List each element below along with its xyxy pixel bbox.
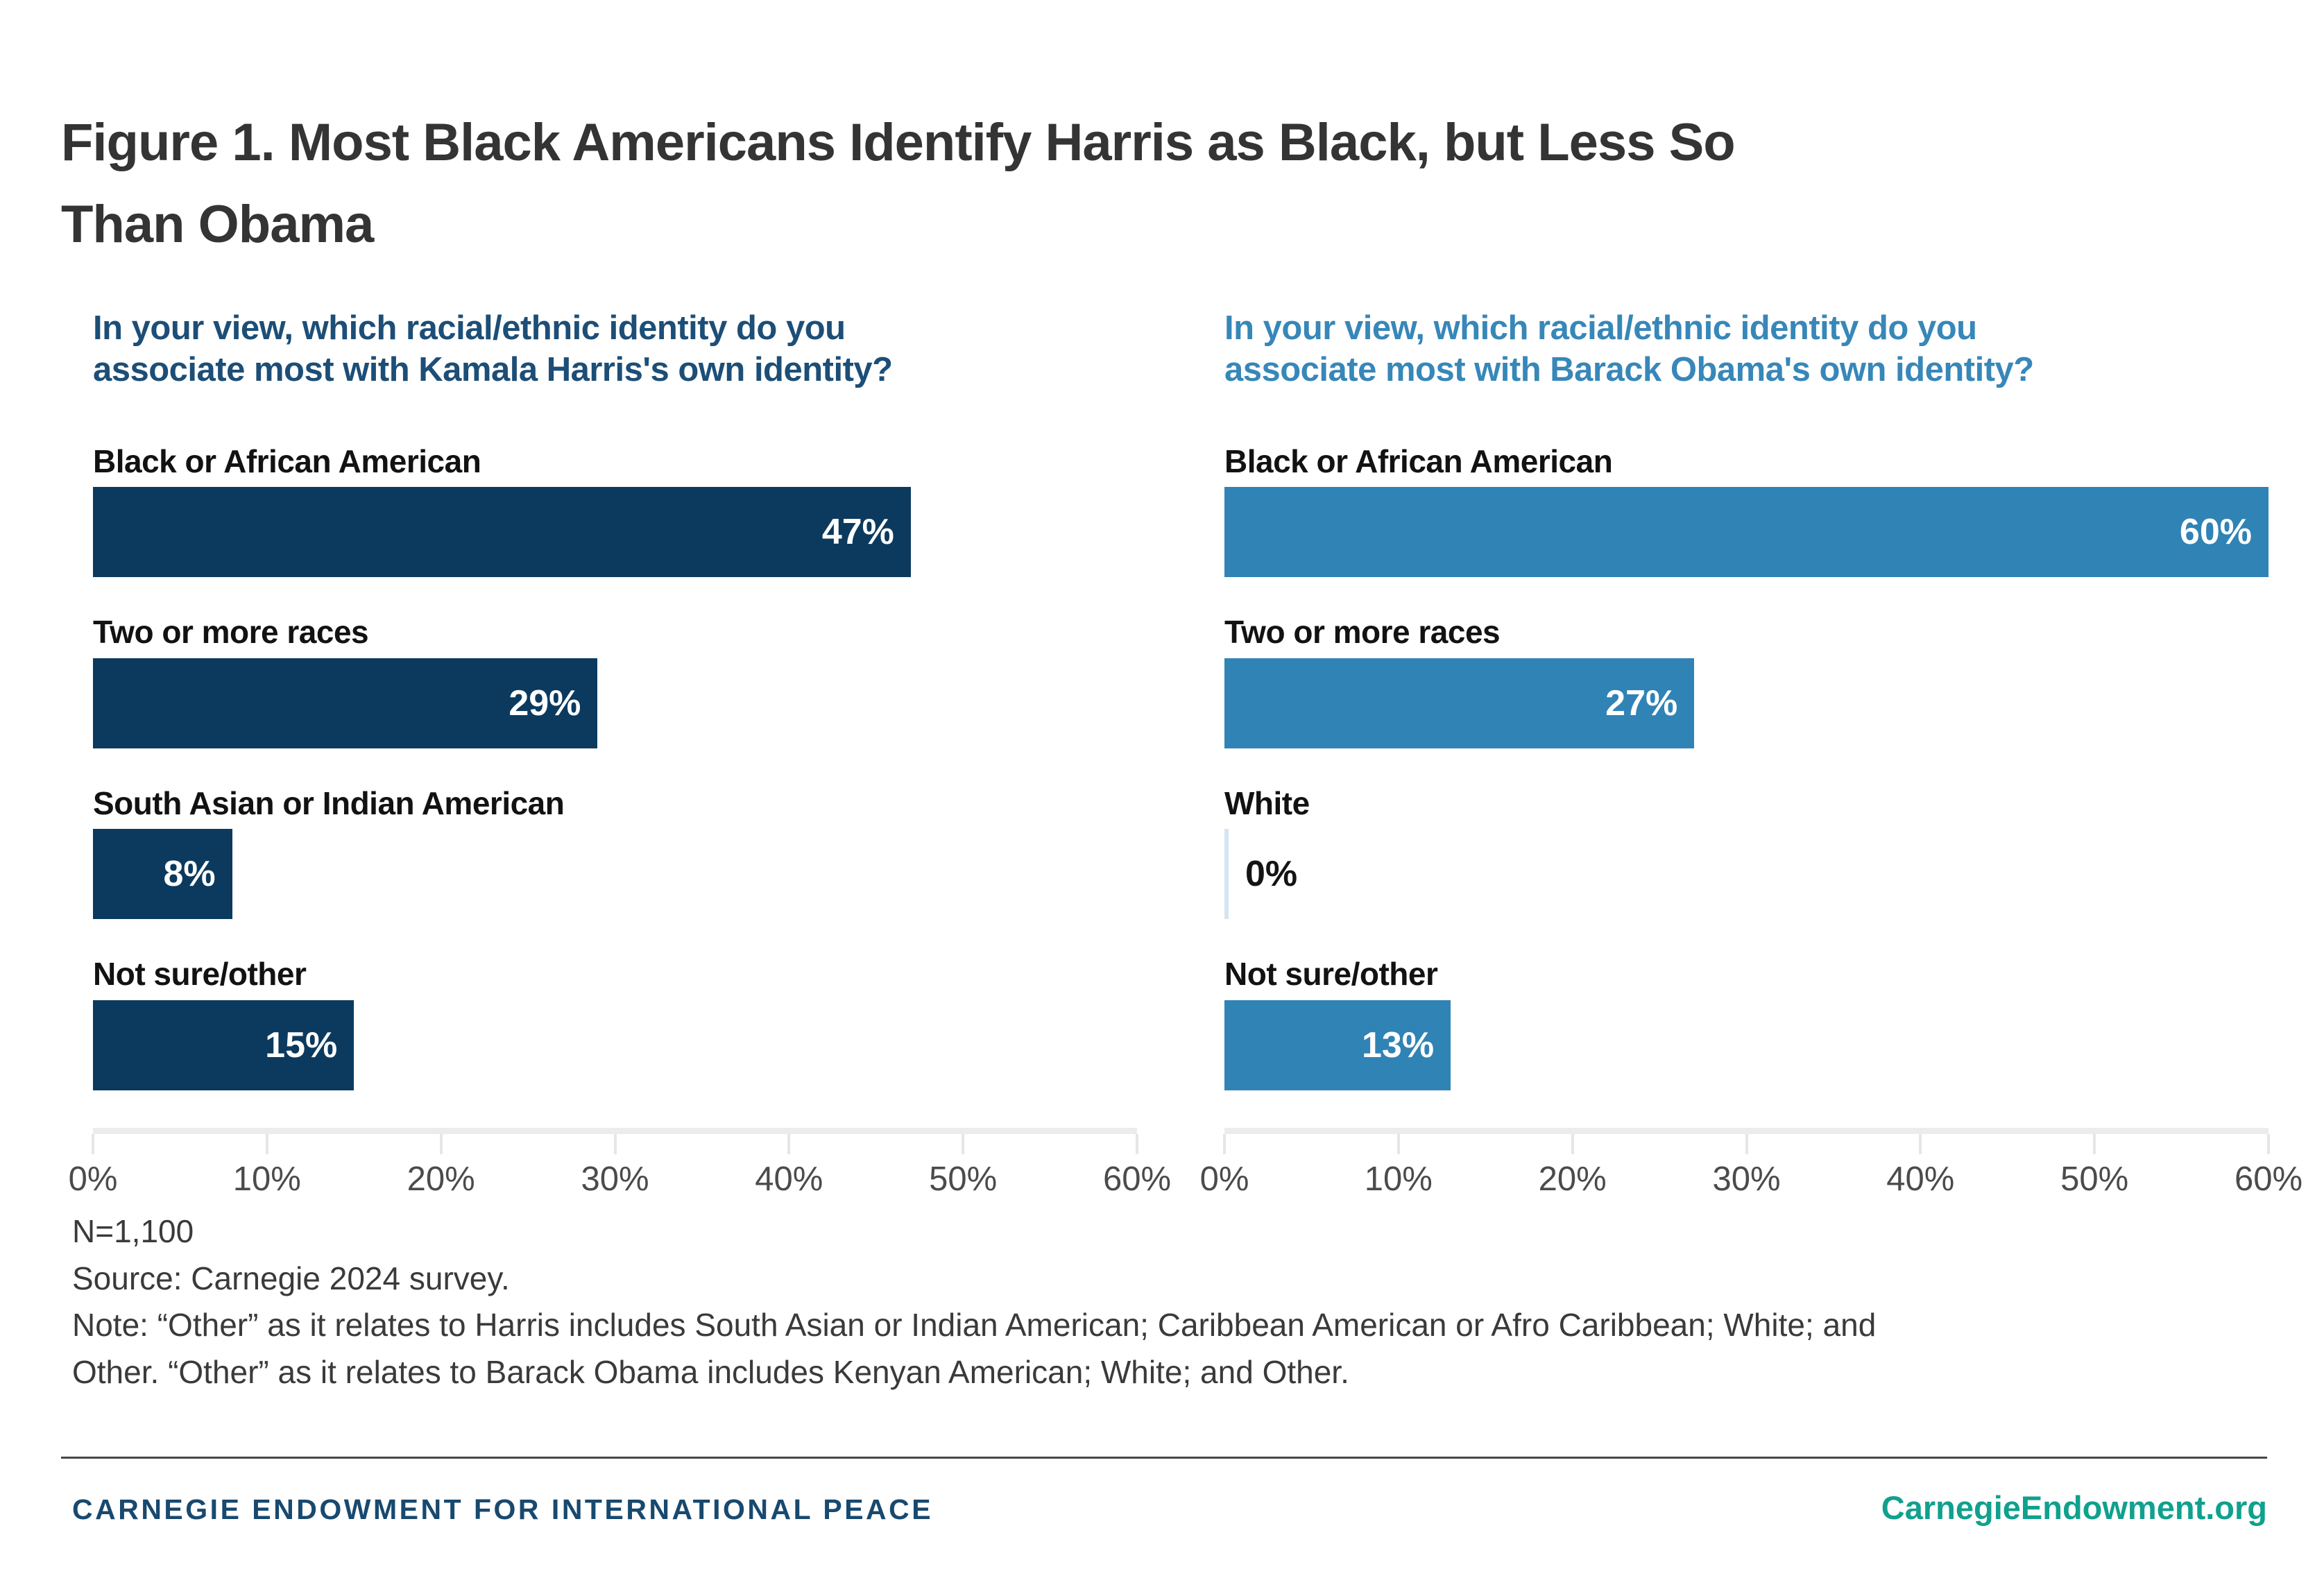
axis-tick bbox=[1136, 1133, 1138, 1154]
bar-value-label: 8% bbox=[163, 854, 216, 895]
bar-track: 0% bbox=[1224, 829, 2269, 920]
bar-category-label: Not sure/other bbox=[93, 956, 307, 993]
bar-category-label: Black or African American bbox=[1224, 443, 1613, 479]
axis-tick-label: 10% bbox=[1364, 1160, 1433, 1198]
bar-row: Black or African American 60% bbox=[1224, 443, 2269, 578]
source-note: Source: Carnegie 2024 survey. bbox=[72, 1260, 510, 1296]
axis-tick bbox=[962, 1133, 965, 1154]
x-axis-line bbox=[93, 1127, 1137, 1134]
axis-tick bbox=[1396, 1133, 1400, 1154]
page-title-line1: Figure 1. Most Black Americans Identify … bbox=[61, 112, 1736, 172]
axis-tick bbox=[1571, 1133, 1574, 1154]
footer: CARNEGIE ENDOWMENT FOR INTERNATIONAL PEA… bbox=[72, 1489, 2267, 1527]
website-link: CarnegieEndowment.org bbox=[1881, 1489, 2267, 1526]
bar-category-label: White bbox=[1224, 784, 1310, 821]
axis-tick bbox=[2267, 1133, 2270, 1154]
axis-tick-label: 50% bbox=[2060, 1160, 2129, 1198]
x-axis: 0% 10% 20% 30% 40% 50% 60% bbox=[69, 1127, 1171, 1208]
org-name: CARNEGIE ENDOWMENT FOR INTERNATIONAL PEA… bbox=[72, 1493, 934, 1525]
bar-row: White 0% bbox=[1224, 786, 2269, 920]
bar: 13% bbox=[1224, 1000, 1451, 1090]
bar-value-label: 60% bbox=[2179, 512, 2252, 553]
axis-tick-label: 30% bbox=[581, 1160, 649, 1198]
bar-value-label: 27% bbox=[1605, 683, 1678, 723]
question-line: In your view, which racial/ethnic identi… bbox=[1224, 309, 1977, 347]
question-line: associate most with Kamala Harris's own … bbox=[93, 350, 893, 388]
page-title: Figure 1. Most Black Americans Identify … bbox=[61, 102, 2149, 266]
page-title-line2: Than Obama bbox=[61, 194, 374, 254]
bar-track: 15% bbox=[93, 1000, 1137, 1090]
bar-category-label: Not sure/other bbox=[1224, 956, 1438, 993]
bar-track: 8% bbox=[93, 829, 1137, 920]
axis-tick-label: 10% bbox=[232, 1160, 301, 1198]
bar-value-label: 0% bbox=[1245, 854, 1298, 895]
methodology-note-line1: Note: “Other” as it relates to Harris in… bbox=[72, 1307, 1877, 1344]
bar: 60% bbox=[1224, 487, 2269, 578]
bar-row: Two or more races 29% bbox=[93, 615, 1137, 748]
bar-category-label: South Asian or Indian American bbox=[93, 784, 565, 821]
axis-tick bbox=[265, 1133, 268, 1154]
axis-tick-label: 60% bbox=[2234, 1160, 2303, 1198]
bar-value-label: 15% bbox=[265, 1024, 338, 1065]
x-axis-line bbox=[1224, 1127, 2269, 1134]
axis-tick-label: 0% bbox=[68, 1160, 118, 1198]
methodology-note-line2: Other. “Other” as it relates to Barack O… bbox=[72, 1353, 1349, 1390]
x-axis: 0% 10% 20% 30% 40% 50% 60% bbox=[1200, 1127, 2302, 1208]
axis-tick-label: 50% bbox=[929, 1160, 998, 1198]
bar: 47% bbox=[93, 487, 911, 578]
bar-category-label: Two or more races bbox=[1224, 614, 1501, 651]
question-line: In your view, which racial/ethnic identi… bbox=[93, 309, 846, 347]
bar: 0% bbox=[1224, 829, 1297, 920]
axis-tick bbox=[1745, 1133, 1748, 1154]
axis-tick bbox=[439, 1133, 443, 1154]
sample-size: N=1,100 bbox=[72, 1213, 194, 1249]
axis-tick-label: 40% bbox=[755, 1160, 823, 1198]
axis-tick-label: 60% bbox=[1102, 1160, 1172, 1198]
bar-track: 27% bbox=[1224, 658, 2269, 748]
bar-row: Not sure/other 13% bbox=[1224, 957, 2269, 1090]
notes-block: N=1,100 Source: Carnegie 2024 survey. No… bbox=[72, 1208, 2278, 1396]
bar-track: 60% bbox=[1224, 487, 2269, 578]
bar-row: Black or African American 47% bbox=[93, 443, 1137, 578]
bar-category-label: Two or more races bbox=[93, 614, 369, 651]
bar: 27% bbox=[1224, 658, 1695, 748]
bar: 15% bbox=[93, 1000, 354, 1090]
bar: 29% bbox=[93, 658, 598, 748]
axis-tick bbox=[2093, 1133, 2096, 1154]
axis-tick-label: 20% bbox=[407, 1160, 475, 1198]
bar-track: 29% bbox=[93, 658, 1137, 748]
bar-row: Not sure/other 15% bbox=[93, 957, 1137, 1090]
chart-harris: In your view, which racial/ethnic identi… bbox=[69, 308, 1171, 1208]
bar-track: 13% bbox=[1224, 1000, 2269, 1090]
bar: 8% bbox=[93, 829, 232, 920]
chart-obama: In your view, which racial/ethnic identi… bbox=[1200, 308, 2302, 1208]
bar-value-label: 47% bbox=[821, 512, 894, 553]
bar-row: South Asian or Indian American 8% bbox=[93, 786, 1137, 920]
bar-value-label: 29% bbox=[509, 683, 581, 723]
footer-divider bbox=[61, 1457, 2267, 1459]
chart-obama-question: In your view, which racial/ethnic identi… bbox=[1224, 308, 2269, 391]
axis-tick-label: 0% bbox=[1199, 1160, 1249, 1198]
axis-tick-label: 20% bbox=[1538, 1160, 1607, 1198]
bar-category-label: Black or African American bbox=[93, 443, 481, 479]
axis-tick bbox=[1223, 1133, 1226, 1154]
axis-tick-label: 30% bbox=[1712, 1160, 1781, 1198]
bar-track: 47% bbox=[93, 487, 1137, 578]
axis-tick bbox=[1919, 1133, 1922, 1154]
bar-row: Two or more races 27% bbox=[1224, 615, 2269, 748]
axis-tick bbox=[613, 1133, 617, 1154]
question-line: associate most with Barack Obama's own i… bbox=[1224, 350, 2034, 388]
chart-harris-question: In your view, which racial/ethnic identi… bbox=[93, 308, 1137, 391]
axis-tick-label: 40% bbox=[1886, 1160, 1955, 1198]
axis-tick bbox=[787, 1133, 791, 1154]
axis-tick bbox=[92, 1133, 94, 1154]
bar-value-label: 13% bbox=[1362, 1024, 1435, 1065]
